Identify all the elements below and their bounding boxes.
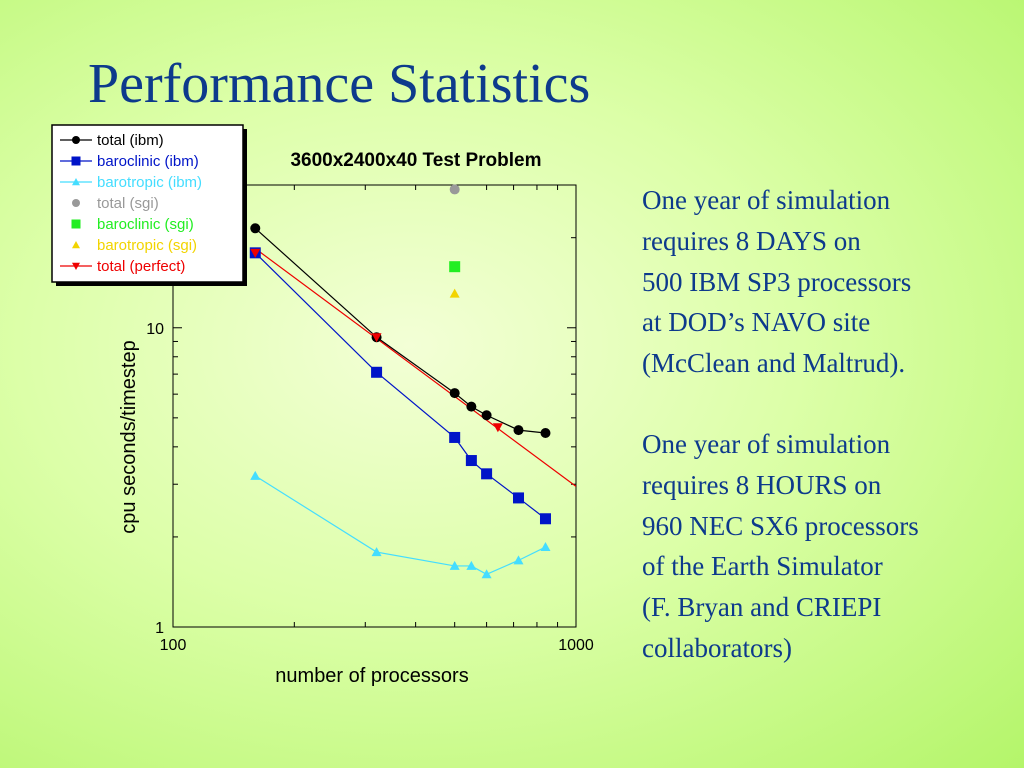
slide-title: Performance Statistics [88, 53, 591, 115]
legend: total (ibm) baroclinic (ibm) barotropic (i… [51, 124, 247, 286]
data-point [250, 470, 261, 480]
data-point [513, 425, 524, 436]
data-point [539, 513, 551, 525]
data-point [449, 560, 460, 570]
series-lines [254, 227, 576, 575]
x-tick-label: 1000 [558, 637, 594, 654]
data-point [250, 223, 261, 234]
data-point [371, 333, 382, 343]
legend-entry: baroclinic (ibm) [60, 153, 199, 170]
data-point [513, 492, 525, 504]
note-line: (McClean and Maltrud). [642, 348, 906, 379]
note-line: requires 8 HOURS on [642, 469, 882, 500]
legend-marker [71, 219, 81, 229]
data-point [540, 542, 551, 552]
data-point [540, 427, 551, 438]
series-markers [249, 184, 551, 579]
series-line [254, 248, 576, 487]
legend-label: baroclinic (sgi) [97, 216, 194, 233]
series-line [254, 252, 546, 520]
data-point [465, 455, 477, 467]
legend-label: barotropic (ibm) [97, 174, 202, 191]
data-point [466, 401, 477, 412]
data-point [481, 410, 492, 421]
legend-marker [72, 199, 80, 207]
legend-entry: barotropic (sgi) [72, 237, 197, 254]
legend-marker [71, 156, 81, 166]
legend-marker [72, 178, 80, 186]
data-point [492, 423, 503, 433]
y-tick-label: 1 [155, 620, 164, 637]
x-tick-label: 100 [160, 637, 187, 654]
axis-ticks: 100 1000 1 10 [146, 184, 594, 654]
note-line: requires 8 DAYS on [642, 225, 861, 256]
note-line: One year of simulation [642, 428, 891, 459]
legend-entry: baroclinic (sgi) [71, 216, 194, 233]
legend-marker [72, 136, 80, 144]
data-point [449, 431, 461, 443]
legend-label: total (perfect) [97, 258, 185, 275]
legend-entry: total (sgi) [72, 195, 159, 212]
data-point [449, 184, 460, 195]
y-axis-label: cpu seconds/timestep [118, 340, 140, 533]
data-point [449, 388, 460, 399]
legend-entry: total (perfect) [60, 258, 185, 275]
data-point [371, 366, 383, 378]
series-line [254, 475, 546, 575]
data-point [481, 468, 493, 480]
data-point [371, 547, 382, 557]
plot-frame [172, 184, 577, 628]
legend-label: total (sgi) [97, 195, 159, 212]
note-line: One year of simulation [642, 185, 891, 215]
data-point [449, 288, 460, 298]
legend-box [51, 124, 244, 283]
legend-marker [72, 241, 80, 249]
note-line: collaborators) [642, 632, 792, 663]
legend-label: barotropic (sgi) [97, 237, 197, 254]
legend-label: baroclinic (ibm) [97, 153, 199, 170]
data-point [513, 555, 524, 565]
paragraph-gap [642, 384, 1014, 424]
data-point [449, 261, 461, 273]
note-line: 960 NEC SX6 processors [642, 510, 919, 541]
note-line: at DOD’s NAVO site [642, 307, 871, 338]
y-tick-label: 10 [146, 321, 164, 338]
legend-label: total (ibm) [97, 132, 164, 149]
series-line [254, 227, 546, 434]
x-axis-label: number of processors [275, 665, 468, 687]
data-point [250, 248, 261, 258]
note-line: (F. Bryan and CRIEPI [642, 592, 882, 623]
note-line: 500 IBM SP3 processors [642, 266, 912, 297]
data-point [481, 569, 492, 579]
data-point [466, 560, 477, 570]
legend-marker [72, 262, 80, 270]
chart-title: 3600x2400x40 Test Problem [290, 150, 541, 171]
legend-entry: total (ibm) [60, 132, 164, 149]
legend-entry: barotropic (ibm) [60, 174, 202, 191]
slide-notes: One year of simulation requires 8 DAYS on… [642, 180, 1014, 669]
note-line: of the Earth Simulator [642, 551, 883, 582]
